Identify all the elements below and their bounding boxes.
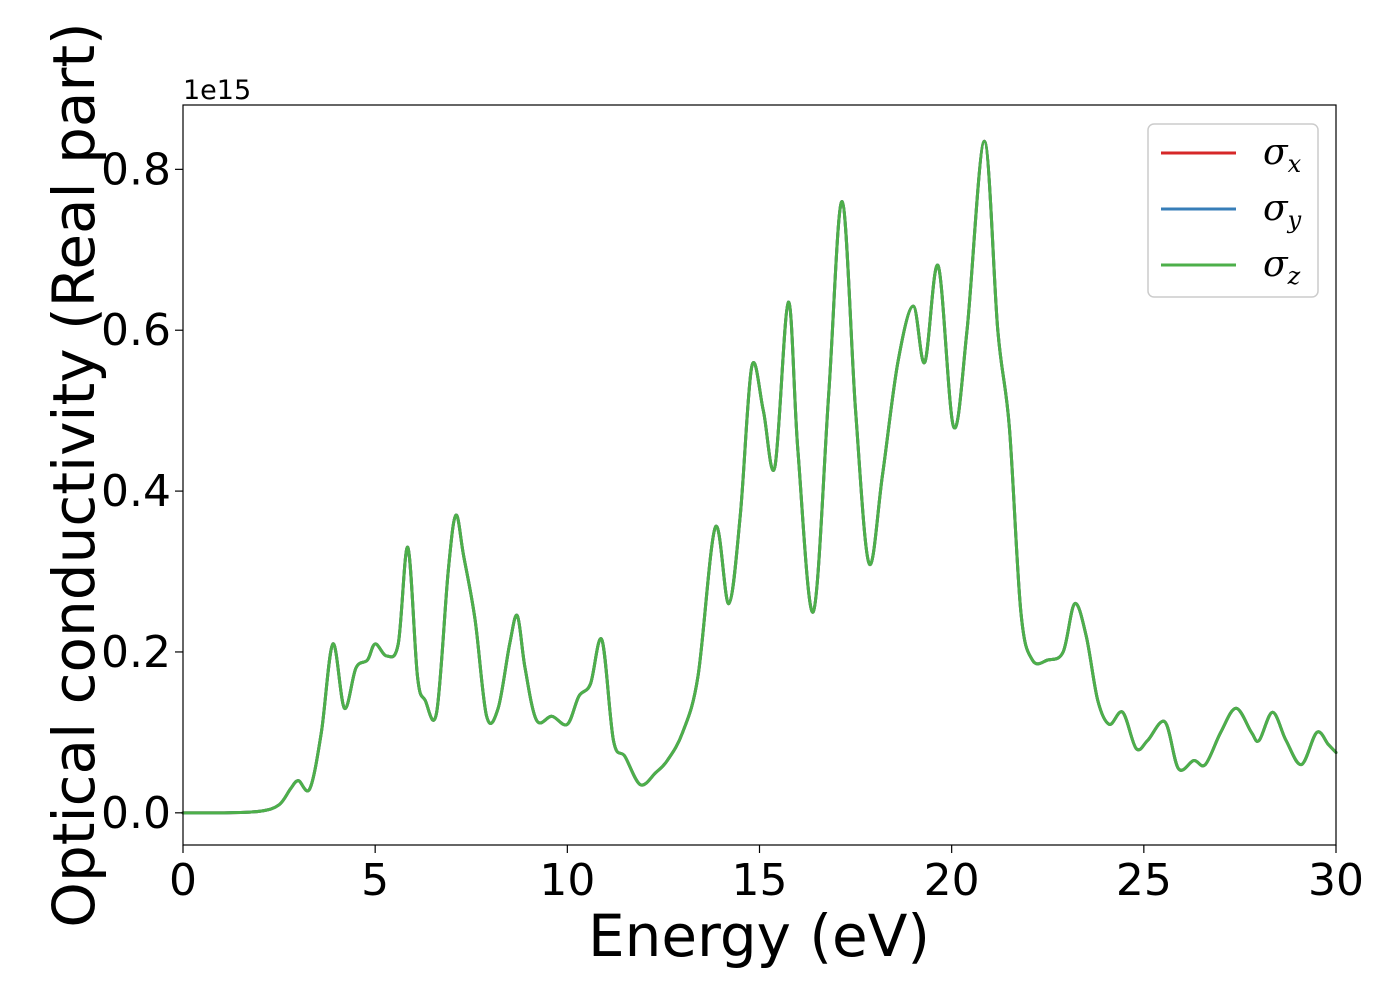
x-tick-label: 5: [361, 855, 389, 906]
x-axis: 0 5 10 15 20 25 30: [169, 845, 1364, 906]
x-tick-label: 0: [169, 855, 197, 906]
series-layer: [181, 139, 1338, 815]
y-tick-label: 0.2: [101, 627, 171, 678]
y-tick-label: 0.8: [101, 144, 171, 195]
x-tick-label: 10: [539, 855, 595, 906]
legend-label-y: σy: [1263, 188, 1302, 234]
legend-label-x: σx: [1263, 132, 1302, 178]
legend-label-z: σz: [1263, 244, 1301, 290]
y-axis: 0.0 0.2 0.4 0.6 0.8: [101, 144, 183, 839]
y-tick-label: 0.0: [101, 788, 171, 839]
x-tick-label: 20: [924, 855, 980, 906]
y-axis-title: Optical conductivity (Real part): [40, 22, 108, 927]
series-line-z: [181, 139, 1338, 815]
x-axis-title: Energy (eV): [588, 902, 930, 970]
legend: σx σy σz: [1147, 123, 1319, 298]
x-tick-label: 25: [1116, 855, 1172, 906]
x-tick-label: 15: [732, 855, 788, 906]
x-tick-label: 30: [1308, 855, 1364, 906]
y-tick-label: 0.6: [101, 305, 171, 356]
y-tick-label: 0.4: [101, 466, 171, 517]
y-offset-label: 1e15: [183, 75, 251, 106]
